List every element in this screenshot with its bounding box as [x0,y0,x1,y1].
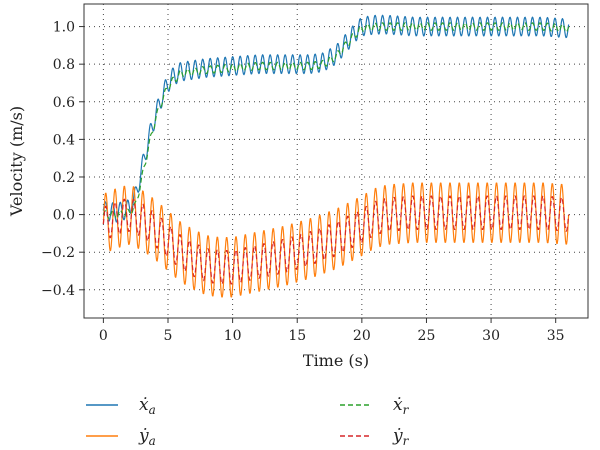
series-line--r [102,22,570,219]
legend-label: ẏr [392,426,410,448]
series-line--a [102,14,570,223]
y-tick-label: 0.2 [53,170,75,186]
y-tick-label: −0.2 [41,245,75,261]
plot-lines [102,14,570,298]
y-axis-label: Velocity (m/s) [7,106,26,217]
legend-label: ẏa [138,426,156,448]
plot-frame [83,3,589,319]
x-tick-label: 20 [353,328,371,344]
x-tick-label: 35 [547,328,565,344]
x-axis-label: Time (s) [303,351,369,370]
y-tick-label: 0.8 [53,57,75,73]
y-tick-label: 0.0 [53,208,75,224]
axis-ticks: 0 5 10 15 20 25 30 35 −0.4 −0.2 0.0 0.2 0.4 0.6 0.8 1.0 [41,20,565,344]
y-tick-label: 1.0 [53,20,75,36]
x-tick-label: 0 [99,328,108,344]
x-tick-label: 30 [482,328,500,344]
y-tick-label: −0.4 [41,283,75,299]
x-tick-label: 25 [418,328,436,344]
series-line--r [102,195,570,285]
x-tick-label: 10 [224,328,242,344]
y-tick-label: 0.4 [53,132,75,148]
x-tick-label: 15 [288,328,306,344]
legend-label: ẋa [139,395,156,417]
legend-label: ẋr [393,395,410,417]
legend: ẋa ẏa ẋr ẏr [86,395,410,448]
y-tick-label: 0.6 [53,95,75,111]
x-tick-label: 5 [164,328,173,344]
